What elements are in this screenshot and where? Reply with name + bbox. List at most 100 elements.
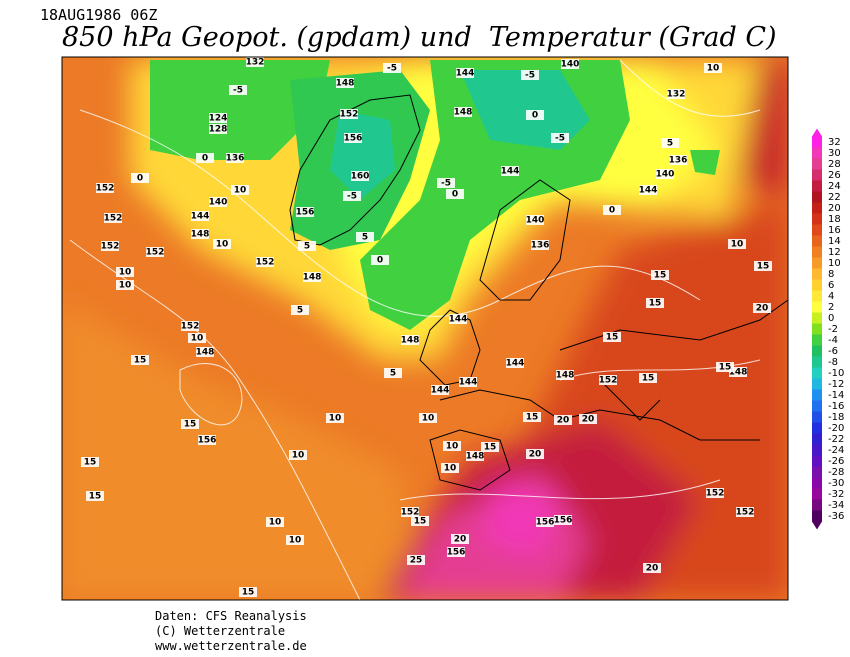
contour-label: 25 xyxy=(410,556,423,566)
colorbar-label: -18 xyxy=(828,412,844,423)
contour-label: 0 xyxy=(377,256,383,266)
contour-label-box xyxy=(579,414,597,424)
contour-label: 10 xyxy=(191,334,204,344)
contour-label: 152 xyxy=(101,242,120,252)
colorbar-label: -6 xyxy=(828,346,838,357)
map-field: 132-512412813600152140101441481521015215… xyxy=(62,57,788,600)
colorbar-label: -22 xyxy=(828,434,844,445)
contour-label: 15 xyxy=(757,262,770,272)
contour-label: 144 xyxy=(456,69,475,79)
colorbar-label: 24 xyxy=(828,181,841,192)
colorbar-label: -32 xyxy=(828,489,844,500)
colorbar-swatch xyxy=(812,279,822,291)
colorbar-label: 28 xyxy=(828,159,841,170)
contour-label-box xyxy=(716,362,734,372)
contour-label: 5 xyxy=(297,306,303,316)
contour-label: 0 xyxy=(609,206,615,216)
contour-label: 148 xyxy=(556,371,575,381)
contour-label-box xyxy=(191,229,209,239)
contour-label-box xyxy=(531,240,549,250)
contour-label-box xyxy=(599,375,617,385)
contour-label-box xyxy=(286,535,304,545)
contour-label-box xyxy=(526,215,544,225)
colorbar-label: -12 xyxy=(828,379,844,390)
contour-label-box xyxy=(669,155,687,165)
contour-label: 15 xyxy=(642,374,655,384)
contour-label-box xyxy=(196,347,214,357)
contour-label-box xyxy=(447,547,465,557)
contour-label-box xyxy=(554,515,572,525)
contour-label: 152 xyxy=(599,376,618,386)
colorbar-label: 4 xyxy=(828,291,834,302)
contour-label: 20 xyxy=(557,416,570,426)
contour-label: 144 xyxy=(501,167,520,177)
contour-label-box xyxy=(667,89,685,99)
contour-label: 144 xyxy=(191,212,210,222)
contour-label: 0 xyxy=(202,154,208,164)
contour-label-box xyxy=(246,57,264,67)
contour-label: -5 xyxy=(387,64,397,74)
colorbar-swatch xyxy=(812,477,822,489)
colorbar-swatch xyxy=(812,389,822,401)
contour-label-box xyxy=(441,463,459,473)
contour-label: -5 xyxy=(233,86,243,96)
contour-label-box xyxy=(146,247,164,257)
contour-label: 148 xyxy=(196,348,215,358)
contour-label-box xyxy=(753,303,771,313)
contour-label: 148 xyxy=(454,108,473,118)
contour-label: 15 xyxy=(606,333,619,343)
contour-label: 136 xyxy=(669,156,688,166)
contour-label: -5 xyxy=(347,192,357,202)
colorbar-swatch xyxy=(812,411,822,423)
colorbar-swatch xyxy=(812,499,822,511)
contour-label: 20 xyxy=(756,304,769,314)
colorbar-swatch xyxy=(812,147,822,159)
contour-label: 152 xyxy=(736,508,755,518)
contour-label-box xyxy=(554,415,572,425)
contour-label-box xyxy=(466,451,484,461)
map-title: 850 hPa Geopot. (gpdam) und Temperatur (… xyxy=(62,22,777,53)
contour-label-box xyxy=(443,441,461,451)
contour-label-box xyxy=(556,370,574,380)
contour-label: 15 xyxy=(134,356,147,366)
contour-label-box xyxy=(231,185,249,195)
contour-label-box xyxy=(437,178,455,188)
contour-label: 140 xyxy=(526,216,545,226)
contour-label-box xyxy=(191,211,209,221)
contour-label-box xyxy=(266,517,284,527)
colorbar-label: 10 xyxy=(828,258,841,269)
contour-label: 15 xyxy=(649,299,662,309)
contour-label-box xyxy=(523,412,541,422)
contour-label: 10 xyxy=(444,464,457,474)
contour-label: 136 xyxy=(531,241,550,251)
contour-label: 148 xyxy=(466,452,485,462)
contour-label-box xyxy=(526,449,544,459)
colorbar-label: -8 xyxy=(828,357,838,368)
colorbar-label: -34 xyxy=(828,500,844,511)
contour-label-box xyxy=(384,368,402,378)
colorbar-swatch xyxy=(812,433,822,445)
contour-label-box xyxy=(454,107,472,117)
contour-label-box xyxy=(303,272,321,282)
contour-label-box xyxy=(298,241,316,251)
colorbar: 32302826242220181614121086420-2-4-6-8-10… xyxy=(812,128,844,530)
contour-label: 15 xyxy=(654,271,667,281)
contour-label: 20 xyxy=(529,450,542,460)
contour-label: 148 xyxy=(729,368,748,378)
colorbar-swatch xyxy=(812,488,822,500)
contour-label-box xyxy=(603,332,621,342)
contour-label-box xyxy=(561,59,579,69)
contour-label: 148 xyxy=(336,79,355,89)
contour-label: 144 xyxy=(449,315,468,325)
colorbar-swatch xyxy=(812,257,822,269)
contour-label-box xyxy=(656,169,674,179)
contour-label: 148 xyxy=(401,336,420,346)
contour-label: 156 xyxy=(198,436,217,446)
contour-label-box xyxy=(481,442,499,452)
colorbar-label: 12 xyxy=(828,247,841,258)
contour-label: 20 xyxy=(646,564,659,574)
contour-label: 152 xyxy=(401,508,420,518)
contour-label: 148 xyxy=(303,273,322,283)
contour-label: 152 xyxy=(104,214,123,224)
contour-label: 144 xyxy=(506,359,525,369)
